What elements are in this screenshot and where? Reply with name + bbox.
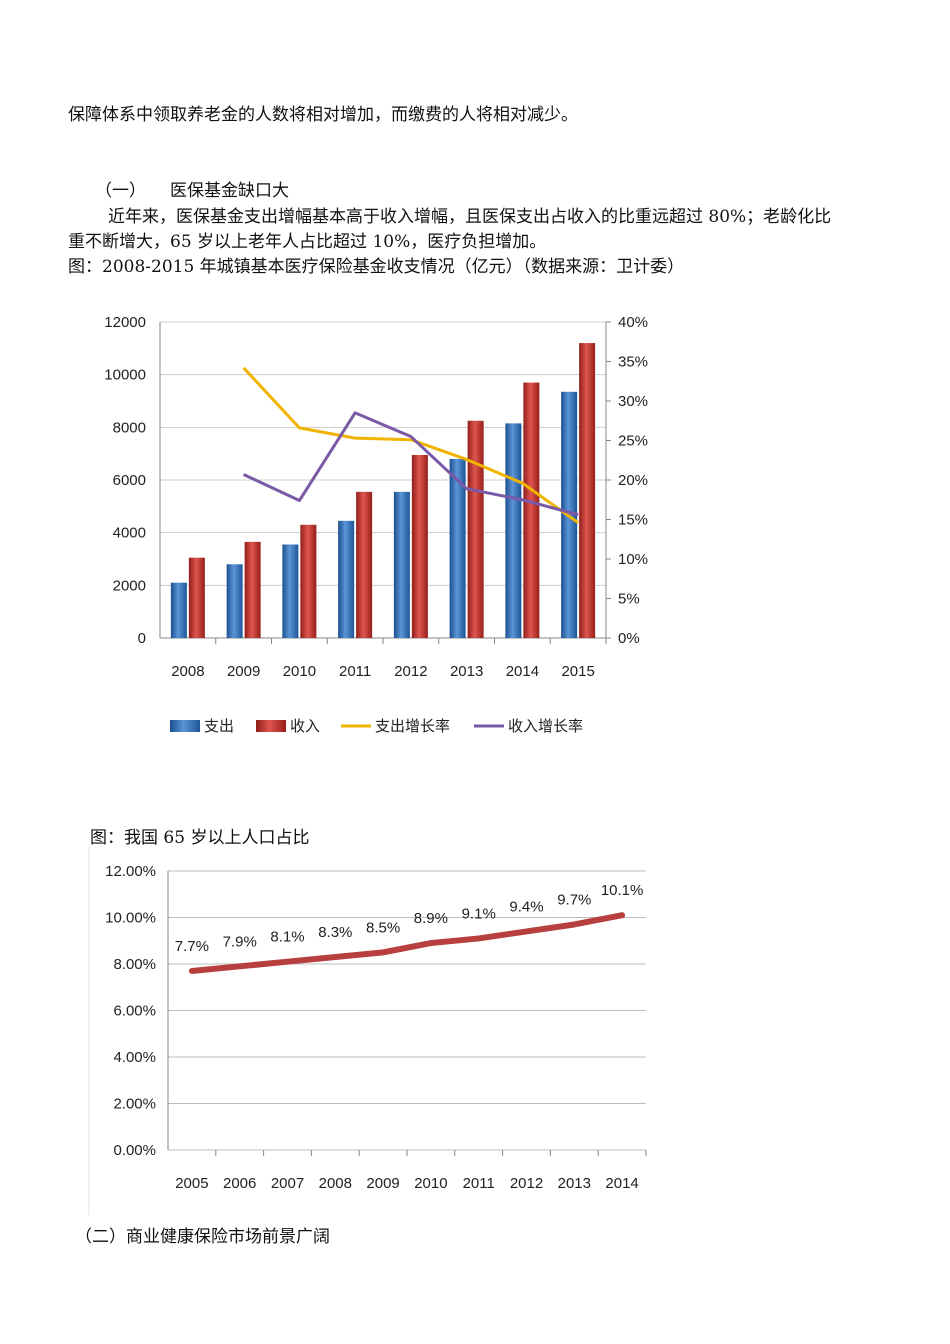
- bar-income: [579, 343, 596, 638]
- x-tick-label: 2008: [319, 1175, 352, 1192]
- bar-expense: [226, 564, 243, 638]
- data-label: 8.9%: [414, 910, 448, 927]
- x-tick-label: 2010: [283, 663, 316, 680]
- x-tick-label: 2015: [561, 663, 594, 680]
- x-tick-label: 2013: [558, 1175, 591, 1192]
- y-left-tick-label: 2000: [113, 577, 146, 594]
- legend-label: 收入增长率: [508, 718, 583, 735]
- section-number: （一）: [95, 181, 146, 201]
- y-tick-label: 4.00%: [113, 1049, 156, 1066]
- data-label: 7.7%: [175, 938, 209, 955]
- section-2-title: （二）商业健康保险市场前景广阔: [75, 1227, 330, 1247]
- bar-income: [300, 524, 317, 638]
- x-tick-label: 2011: [463, 1175, 495, 1192]
- x-tick-label: 2012: [510, 1175, 543, 1192]
- figure-caption-2: 图：我国 65 岁以上人口占比: [90, 828, 310, 848]
- bar-expense: [449, 458, 466, 638]
- y-right-tick-label: 15%: [618, 512, 648, 529]
- y-tick-label: 10.00%: [105, 910, 156, 927]
- y-left-tick-label: 12000: [104, 314, 146, 331]
- bar-income: [523, 382, 540, 638]
- data-label: 8.1%: [270, 929, 304, 946]
- x-tick-label: 2006: [223, 1175, 256, 1192]
- y-right-tick-label: 25%: [618, 433, 648, 450]
- line-elderly-ratio: [188, 912, 626, 974]
- y-right-tick-label: 20%: [618, 472, 648, 489]
- x-tick-label: 2011: [339, 663, 371, 680]
- data-label: 10.1%: [601, 882, 644, 899]
- paragraph-line-1: 近年来，医保基金支出增幅基本高于收入增幅，且医保支出占收入的比重远超过 80%；…: [108, 207, 832, 227]
- elderly-chart: 0.00% 2.00% 4.00% 6.00% 8.00% 10.00% 12.00% 200…: [88, 845, 647, 1215]
- y-left-tick-label: 10000: [104, 367, 146, 384]
- legend-swatch: [256, 720, 286, 732]
- legend-label: 支出增长率: [375, 718, 450, 735]
- x-tick-label: 2014: [605, 1175, 638, 1192]
- data-label: 9.1%: [462, 905, 496, 922]
- data-label: 8.3%: [318, 924, 352, 941]
- legend-label: 收入: [290, 718, 320, 735]
- figure-caption-1: 图：2008-2015 年城镇基本医疗保险基金收支情况（亿元）（数据来源：卫计委…: [68, 257, 685, 277]
- y-right-tick-label: 40%: [618, 314, 648, 331]
- y-right-tick-label: 35%: [618, 354, 648, 371]
- line-expense-growth: [242, 366, 579, 524]
- bar-income: [356, 491, 373, 638]
- y-tick-label: 12.00%: [105, 863, 156, 880]
- x-tick-label: 2009: [366, 1175, 399, 1192]
- y-tick-label: 6.00%: [113, 1003, 156, 1020]
- bar-income: [411, 454, 428, 638]
- section-title: 医保基金缺口大: [170, 181, 289, 201]
- bar-expense: [170, 582, 187, 638]
- y-left-tick-label: 4000: [113, 525, 146, 542]
- y-right-tick-label: 30%: [618, 393, 648, 410]
- bar-income: [467, 420, 484, 638]
- line-income-growth: [242, 411, 579, 517]
- y-right-tick-label: 0%: [618, 630, 640, 647]
- x-tick-label: 2009: [227, 663, 260, 680]
- y-left-tick-label: 0: [138, 630, 146, 647]
- y-tick-label: 0.00%: [113, 1142, 156, 1159]
- data-label: 8.5%: [366, 919, 400, 936]
- x-tick-label: 2005: [175, 1175, 208, 1192]
- x-tick-label: 2012: [394, 663, 427, 680]
- data-label: 7.9%: [223, 933, 257, 950]
- bar-expense: [393, 491, 410, 638]
- y-left-tick-label: 8000: [113, 419, 146, 436]
- bar-expense: [505, 423, 522, 638]
- bar-income: [188, 557, 205, 638]
- bar-expense: [282, 544, 299, 638]
- paragraph-line-2: 重不断增大，65 岁以上老年人占比超过 10%，医疗负担增加。: [68, 232, 547, 252]
- y-right-tick-label: 10%: [618, 551, 648, 568]
- x-tick-label: 2008: [171, 663, 204, 680]
- x-tick-label: 2010: [414, 1175, 447, 1192]
- legend-swatch: [170, 720, 200, 732]
- legend-label: 支出: [204, 718, 234, 735]
- y-left-tick-label: 6000: [113, 472, 146, 489]
- y-tick-label: 2.00%: [113, 1096, 156, 1113]
- bar-income: [244, 541, 261, 638]
- x-tick-label: 2013: [450, 663, 483, 680]
- bar-expense: [338, 520, 355, 638]
- fund-chart: 0 2000 4000 6000 8000 10000 12000 0% 5% 10% 15% 20%…: [104, 314, 648, 735]
- x-tick-label: 2014: [506, 663, 539, 680]
- x-tick-label: 2007: [271, 1175, 304, 1192]
- y-tick-label: 8.00%: [113, 956, 156, 973]
- data-label: 9.4%: [509, 898, 543, 915]
- y-right-tick-label: 5%: [618, 591, 640, 608]
- data-label: 9.7%: [557, 891, 591, 908]
- paragraph-intro: 保障体系中领取养老金的人数将相对增加，而缴费的人将相对减少。: [68, 105, 578, 125]
